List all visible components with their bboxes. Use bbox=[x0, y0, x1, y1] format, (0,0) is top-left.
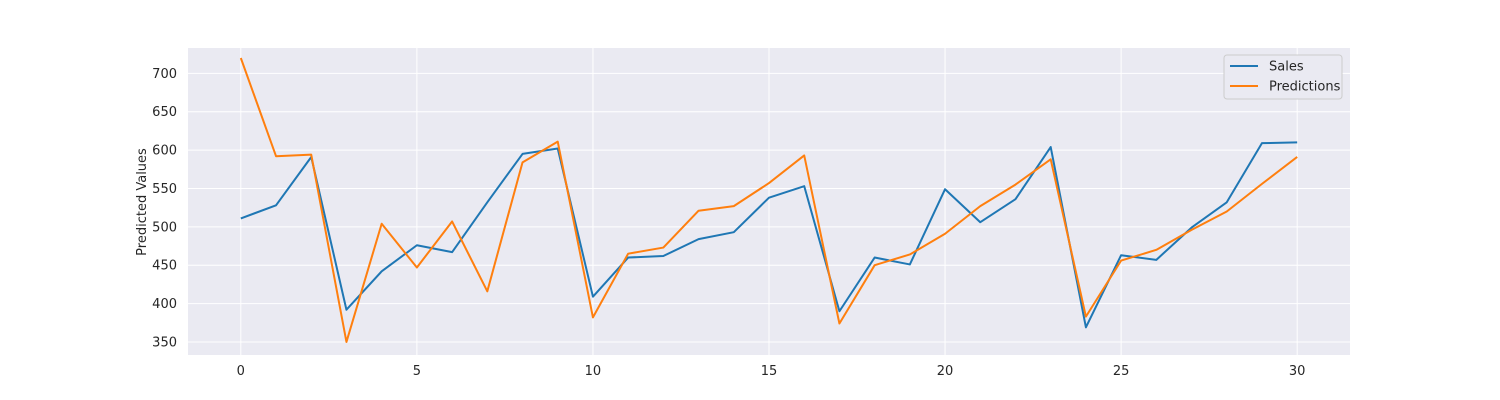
y-tick-label: 700 bbox=[152, 67, 177, 82]
y-axis-label: Predicted Values bbox=[135, 148, 150, 256]
x-tick-label: 10 bbox=[585, 364, 602, 379]
y-tick-label: 450 bbox=[152, 259, 177, 274]
grid bbox=[188, 48, 1350, 355]
y-tick-label: 550 bbox=[152, 182, 177, 197]
series-line-sales bbox=[240, 141, 1298, 329]
y-tick-label: 350 bbox=[152, 335, 177, 350]
x-tick-label: 15 bbox=[761, 364, 778, 379]
x-tick-label: 0 bbox=[237, 364, 245, 379]
tick-labels: 0 5 10 15 20 25 30 350 400 450 500 550 600 650 700 bbox=[152, 67, 1305, 379]
y-tick-label: 500 bbox=[152, 220, 177, 235]
series-line-predictions bbox=[239, 57, 1298, 343]
y-tick-label: 650 bbox=[152, 105, 177, 120]
series-lines bbox=[239, 57, 1298, 343]
x-tick-label: 20 bbox=[937, 364, 954, 379]
x-tick-label: 30 bbox=[1289, 364, 1306, 379]
y-tick-label: 400 bbox=[152, 297, 177, 312]
legend-label: Sales bbox=[1269, 60, 1304, 75]
legend-label: Predictions bbox=[1269, 80, 1341, 95]
x-tick-label: 25 bbox=[1113, 364, 1130, 379]
legend: Sales Predictions bbox=[1223, 54, 1343, 100]
y-tick-label: 600 bbox=[152, 144, 177, 159]
x-tick-label: 5 bbox=[413, 364, 421, 379]
